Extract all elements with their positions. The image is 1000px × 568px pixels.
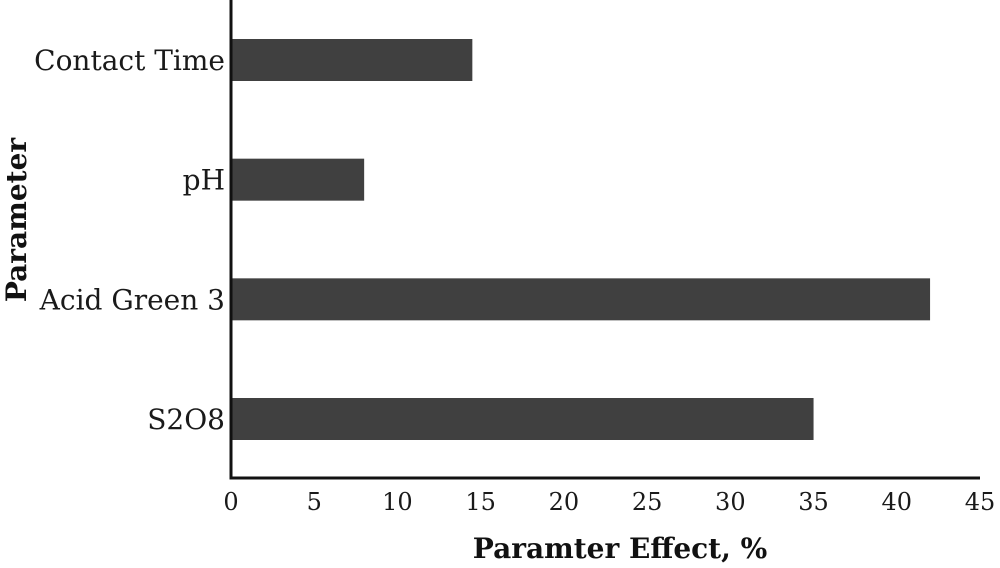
bar-1 (231, 158, 365, 201)
category-label-2: Acid Green 3 (39, 283, 225, 316)
x-tick-label-6: 30 (715, 488, 746, 516)
category-label-3: S2O8 (147, 403, 225, 436)
category-label-1: pH (183, 164, 225, 197)
bar-2 (231, 278, 931, 321)
x-tick-label-2: 10 (382, 488, 413, 516)
x-tick-label-3: 15 (465, 488, 496, 516)
x-tick-label-0: 0 (223, 488, 238, 516)
y-axis-title: Parameter (0, 137, 33, 303)
category-labels: Contact Time pH Acid Green 3 S2O8 (34, 44, 225, 436)
bar-3 (231, 398, 814, 440)
x-tick-label-4: 20 (549, 488, 580, 516)
bar-0 (231, 39, 473, 81)
bars-group (231, 39, 931, 440)
x-tick-label-5: 25 (632, 488, 663, 516)
x-tick-label-9: 45 (965, 488, 996, 516)
x-axis-ticks: 0 5 10 15 20 25 30 35 40 45 (223, 488, 995, 516)
category-label-0: Contact Time (34, 44, 225, 77)
x-tick-label-1: 5 (307, 488, 322, 516)
x-tick-label-8: 40 (882, 488, 913, 516)
x-tick-label-7: 35 (798, 488, 829, 516)
x-axis-title: Paramter Effect, % (473, 532, 767, 565)
